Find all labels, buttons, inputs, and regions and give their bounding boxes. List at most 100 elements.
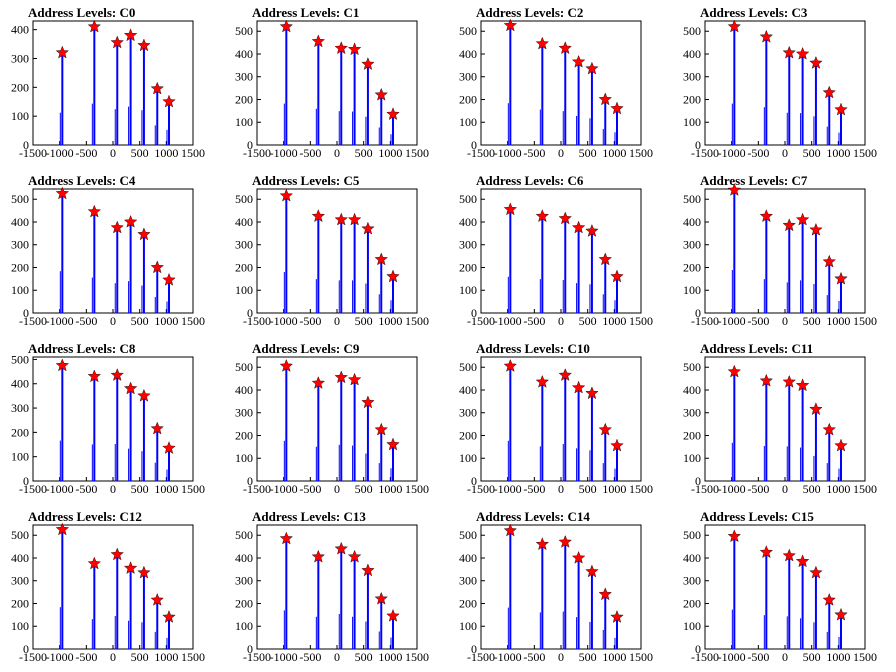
x-tick-label: -500 — [299, 146, 321, 160]
y-tick-label: 400 — [235, 47, 253, 61]
y-tick-label: 200 — [235, 260, 253, 274]
y-tick-label: 0 — [471, 306, 477, 320]
star-marker — [782, 45, 796, 59]
y-tick-label: 100 — [235, 619, 253, 633]
x-tick-label: 500 — [803, 146, 821, 160]
star-marker — [150, 260, 164, 274]
star-marker — [759, 373, 774, 387]
star-marker — [110, 547, 124, 561]
star-marker — [571, 550, 586, 564]
y-tick-label: 0 — [247, 306, 253, 320]
panel-1: Address Levels: C10100200300400500-1500-… — [235, 5, 429, 160]
star-marker — [87, 369, 102, 383]
star-marker — [279, 531, 294, 545]
y-tick-label: 200 — [11, 596, 29, 610]
x-tick-label: 1000 — [154, 146, 178, 160]
y-tick-label: 200 — [683, 596, 701, 610]
panel-title: Address Levels: C13 — [252, 509, 366, 524]
x-tick-label: 1500 — [853, 314, 877, 328]
star-marker — [162, 441, 176, 454]
y-tick-label: 0 — [695, 642, 701, 656]
x-tick-label: 500 — [803, 482, 821, 496]
star-marker — [110, 220, 124, 234]
star-marker — [727, 364, 742, 378]
y-tick-label: 300 — [683, 238, 701, 252]
x-tick-label: -1500 — [691, 314, 719, 328]
y-tick-label: 0 — [471, 138, 477, 152]
x-tick-label: -500 — [523, 146, 545, 160]
y-tick-label: 400 — [459, 551, 477, 565]
x-tick-label: -1500 — [467, 482, 495, 496]
y-tick-label: 300 — [459, 238, 477, 252]
x-tick-label: 500 — [131, 650, 149, 664]
y-tick-label: 100 — [235, 115, 253, 129]
star-marker — [809, 402, 823, 416]
y-tick-label: 500 — [459, 360, 477, 374]
star-marker — [374, 252, 388, 266]
y-tick-label: 100 — [459, 451, 477, 465]
x-tick-label: -500 — [75, 650, 97, 664]
x-tick-label: 1000 — [826, 314, 850, 328]
y-tick-label: 0 — [23, 138, 29, 152]
x-tick-label: 1000 — [378, 314, 402, 328]
star-marker — [598, 252, 612, 266]
y-tick-label: 300 — [11, 574, 29, 588]
star-marker — [610, 610, 624, 623]
x-tick-label: 0 — [558, 146, 564, 160]
x-tick-label: -1000 — [46, 482, 74, 496]
star-marker — [558, 211, 572, 225]
panel-title: Address Levels: C15 — [700, 509, 814, 524]
star-marker — [347, 549, 362, 563]
star-marker — [279, 359, 294, 372]
panel-11: Address Levels: C11 0 100 200 300 400 500 -1500… — [683, 341, 877, 496]
y-tick-label: 200 — [11, 80, 29, 94]
star-marker — [162, 610, 176, 623]
y-tick-label: 300 — [235, 238, 253, 252]
y-tick-label: 200 — [683, 260, 701, 274]
x-tick-label: 1500 — [405, 482, 429, 496]
x-tick-label: -1500 — [19, 146, 47, 160]
star-marker — [834, 607, 848, 621]
panel-10: Address Levels: C10 0 100 200 300 400 500 -1500… — [459, 341, 653, 496]
x-tick-label: 1500 — [405, 650, 429, 664]
panel-8: Address Levels: C80100200300400500-1500-… — [11, 341, 205, 496]
star-marker — [123, 28, 138, 42]
x-tick-label: 1500 — [181, 314, 205, 328]
star-marker — [782, 548, 796, 562]
star-marker — [727, 183, 742, 196]
panel-2: Address Levels: C20100200300400500-1500-… — [459, 5, 653, 160]
star-marker — [834, 102, 848, 116]
x-tick-label: 1500 — [629, 314, 653, 328]
x-tick-label: -1500 — [691, 146, 719, 160]
x-tick-label: 0 — [558, 314, 564, 328]
star-marker — [598, 422, 612, 436]
y-tick-label: 500 — [235, 528, 253, 542]
y-tick-label: 200 — [683, 428, 701, 442]
star-marker — [361, 395, 375, 409]
x-tick-label: 0 — [558, 482, 564, 496]
star-marker — [834, 271, 848, 285]
star-marker — [558, 368, 572, 381]
x-tick-label: -1500 — [243, 482, 271, 496]
y-tick-label: 500 — [11, 352, 29, 366]
y-tick-label: 500 — [11, 192, 29, 206]
panel-title: Address Levels: C7 — [700, 173, 808, 188]
y-tick-label: 100 — [235, 451, 253, 465]
x-tick-label: 1000 — [602, 482, 626, 496]
x-tick-label: -1500 — [691, 482, 719, 496]
panel-4: Address Levels: C40100200300400500-1500-… — [11, 173, 205, 328]
x-tick-label: -1000 — [718, 650, 746, 664]
star-marker — [123, 214, 138, 228]
panel-title: Address Levels: C14 — [476, 509, 590, 524]
x-tick-label: 1500 — [853, 482, 877, 496]
x-tick-label: 0 — [334, 146, 340, 160]
x-tick-label: 500 — [355, 146, 373, 160]
y-tick-label: 400 — [459, 47, 477, 61]
x-tick-label: -500 — [747, 650, 769, 664]
y-tick-label: 300 — [235, 70, 253, 84]
star-marker — [503, 18, 518, 32]
x-tick-label: -500 — [523, 314, 545, 328]
y-tick-label: 400 — [235, 383, 253, 397]
star-marker — [311, 34, 326, 48]
x-tick-label: 1000 — [826, 146, 850, 160]
